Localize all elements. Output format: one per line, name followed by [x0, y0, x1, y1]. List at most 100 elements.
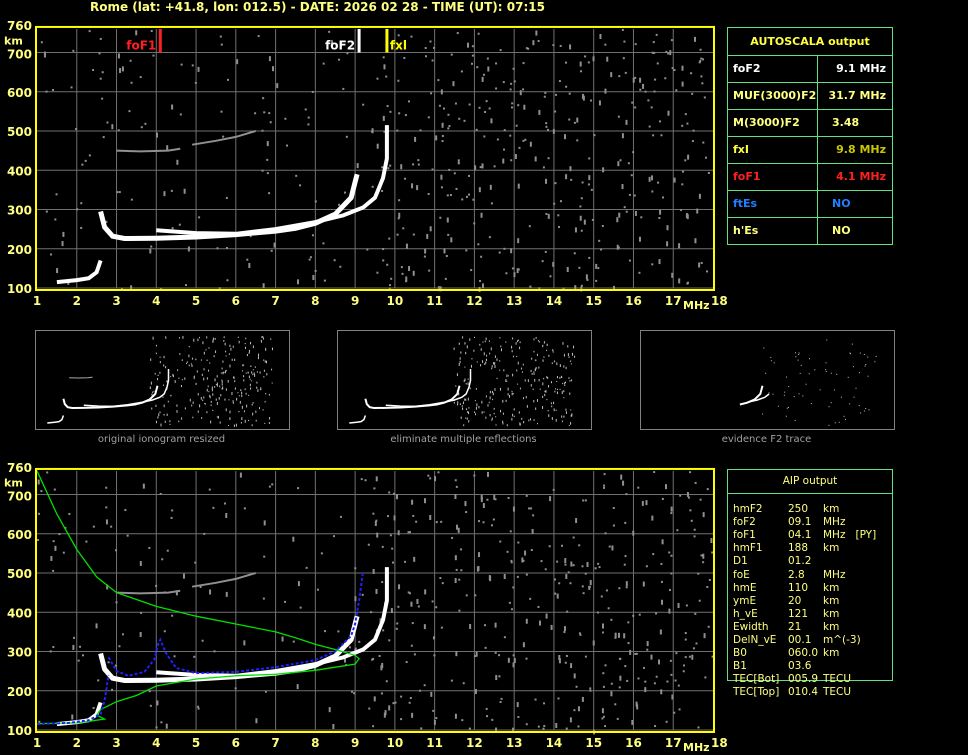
noise-dot — [381, 190, 384, 193]
noise-dot — [598, 566, 601, 569]
noise-dot — [468, 193, 471, 196]
aip-value: 005.9 — [788, 673, 819, 686]
noise-dot — [531, 528, 534, 534]
noise-dot — [233, 376, 235, 380]
noise-dot — [517, 716, 520, 719]
noise-dot — [561, 420, 563, 423]
noise-dot — [222, 360, 224, 363]
y-unit-label: km — [4, 477, 23, 490]
noise-dot — [238, 395, 240, 397]
noise-dot — [457, 527, 460, 533]
noise-dot — [375, 476, 378, 482]
noise-dot — [576, 139, 579, 142]
noise-dot — [624, 521, 627, 524]
noise-dot — [485, 416, 487, 419]
x-tick-label: 14 — [546, 736, 563, 750]
noise-dot — [371, 185, 374, 188]
noise-dot — [416, 598, 419, 604]
noise-dot — [382, 248, 385, 251]
noise-dot — [492, 518, 495, 521]
noise-dot — [519, 346, 521, 350]
noise-dot — [653, 471, 656, 474]
noise-dot — [564, 134, 567, 140]
noise-dot — [346, 52, 349, 55]
x-tick-label: 8 — [311, 736, 319, 750]
aip-value: 21 — [788, 620, 802, 633]
aip-profile-curve — [36, 470, 360, 725]
noise-dot — [706, 270, 709, 273]
noise-dot — [685, 604, 688, 607]
noise-dot — [494, 355, 496, 358]
noise-dot — [794, 352, 796, 354]
aip-row: B1 03.6 — [733, 660, 876, 673]
noise-dot — [619, 675, 622, 681]
noise-dot — [412, 163, 415, 166]
noise-dot — [271, 382, 273, 384]
y-tick-label: 500 — [7, 125, 32, 139]
noise-dot — [118, 191, 121, 194]
aip-value: 188 — [788, 542, 809, 555]
noise-dot — [152, 391, 154, 394]
noise-dot — [555, 93, 558, 96]
noise-dot — [562, 382, 564, 385]
noise-dot — [679, 494, 682, 497]
noise-dot — [603, 486, 606, 489]
noise-dot — [485, 100, 488, 103]
noise-dot — [496, 377, 498, 380]
noise-dot — [440, 520, 443, 523]
noise-dot — [85, 540, 88, 543]
noise-dot — [383, 64, 386, 70]
noise-dot — [612, 285, 615, 291]
noise-dot — [594, 567, 597, 570]
noise-dot — [424, 248, 427, 254]
noise-dot — [546, 399, 548, 401]
noise-dot — [481, 400, 483, 404]
noise-dot — [411, 183, 414, 189]
noise-dot — [92, 525, 95, 528]
noise-dot — [256, 371, 258, 373]
noise-dot — [332, 724, 335, 730]
noise-dot — [160, 287, 163, 290]
noise-dot — [580, 284, 583, 287]
noise-dot — [432, 637, 435, 640]
noise-dot — [587, 183, 590, 186]
noise-dot — [46, 471, 49, 474]
noise-dot — [535, 336, 537, 339]
noise-dot — [773, 362, 775, 364]
noise-dot — [765, 372, 767, 374]
noise-dot — [704, 156, 707, 159]
noise-dot — [441, 140, 444, 143]
aip-unit: km — [823, 503, 840, 516]
noise-dot — [510, 159, 513, 162]
noise-dot — [543, 702, 546, 705]
noise-dot — [572, 564, 575, 567]
noise-dot — [271, 368, 273, 371]
noise-dot — [111, 124, 114, 130]
noise-dot — [403, 57, 406, 60]
autoscala-key: fxI — [728, 137, 818, 163]
noise-dot — [454, 479, 457, 482]
noise-dot — [584, 572, 587, 575]
noise-dot — [588, 585, 591, 588]
noise-dot — [75, 127, 78, 130]
noise-dot — [651, 190, 654, 193]
noise-dot — [653, 51, 656, 54]
noise-dot — [558, 80, 561, 83]
noise-dot — [604, 532, 607, 535]
x-tick-label: 3 — [112, 736, 120, 750]
aip-value: 010.4 — [788, 686, 819, 699]
noise-dot — [284, 600, 287, 603]
noise-dot — [455, 187, 458, 190]
noise-dot — [500, 345, 502, 348]
noise-dot — [581, 565, 584, 568]
noise-dot — [425, 55, 428, 58]
noise-dot — [617, 161, 620, 167]
noise-dot — [582, 95, 585, 101]
noise-dot — [694, 481, 697, 484]
noise-dot — [667, 110, 670, 116]
noise-dot — [366, 248, 369, 251]
noise-dot — [441, 122, 444, 128]
noise-dot — [62, 231, 65, 237]
noise-dot — [532, 514, 535, 517]
aip-unit: km — [823, 620, 840, 633]
